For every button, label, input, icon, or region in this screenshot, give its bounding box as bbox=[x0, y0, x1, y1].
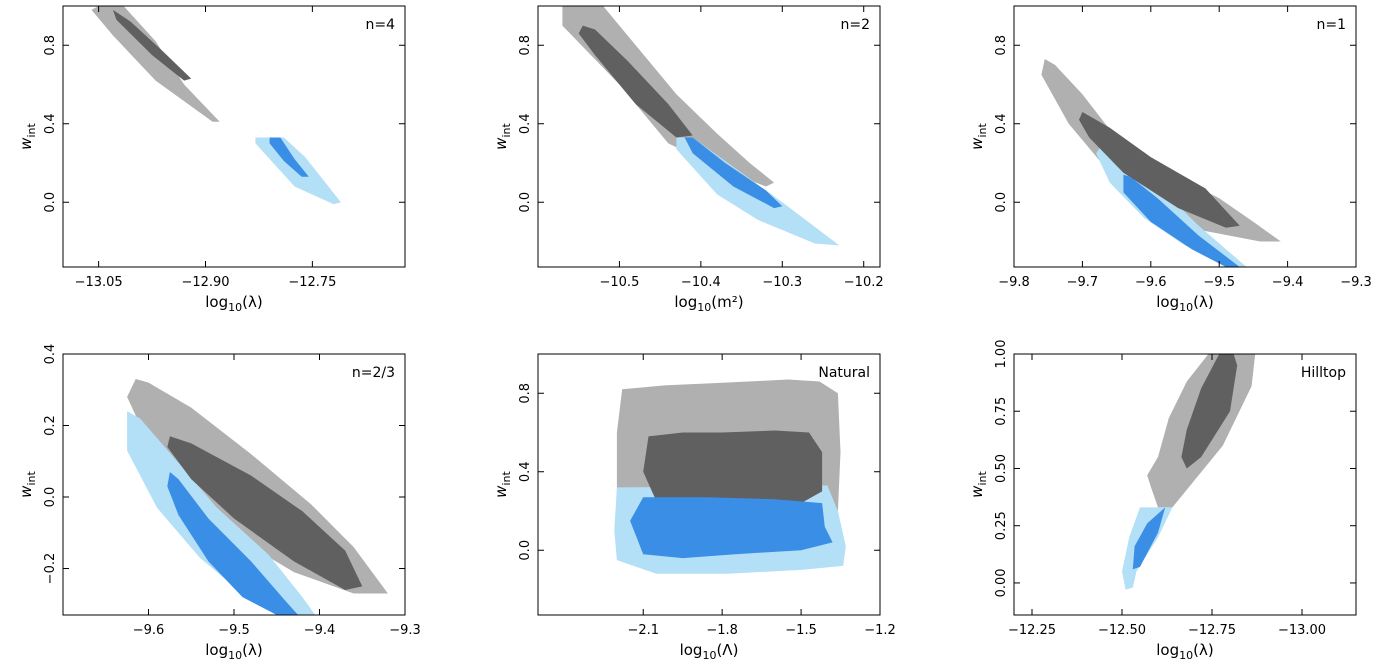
x-axis-label: log10(λ) bbox=[205, 641, 262, 662]
contour-inner-blue bbox=[167, 472, 299, 615]
contour-inner-blue bbox=[1123, 174, 1240, 267]
y-axis-label: wint bbox=[968, 471, 989, 498]
contour-inner-blue bbox=[269, 137, 309, 177]
x-tick-label: −10.5 bbox=[600, 275, 640, 290]
y-tick-label: −0.2 bbox=[43, 553, 58, 585]
contour-inner-gray bbox=[1181, 354, 1238, 469]
contour-inner-gray bbox=[578, 25, 693, 138]
y-tick-label: 0.0 bbox=[994, 192, 1009, 213]
x-axis-label: log10(λ) bbox=[205, 293, 262, 314]
contour-outer-gray bbox=[91, 6, 220, 122]
x-tick-label: −12.90 bbox=[181, 275, 229, 290]
contour-inner-gray bbox=[1079, 112, 1240, 228]
x-axis-label: log10(m²) bbox=[674, 293, 743, 314]
y-tick-label: 0.8 bbox=[518, 35, 533, 56]
x-tick-label: −2.1 bbox=[627, 623, 659, 638]
y-tick-label: 1.00 bbox=[994, 340, 1009, 369]
contour-regions bbox=[562, 6, 840, 246]
x-axis-label: log10(Λ) bbox=[680, 641, 739, 662]
y-tick-label: 0.75 bbox=[994, 397, 1009, 426]
x-tick-label: −12.50 bbox=[1098, 623, 1146, 638]
y-tick-label: 0.0 bbox=[518, 192, 533, 213]
panel-2: −10.5 −10.4 −10.3 −10.2 0.0 0.4 0.8 log10(m²) wi… bbox=[492, 5, 884, 314]
x-tick-label: −13.05 bbox=[75, 275, 123, 290]
y-tick-label: 0.0 bbox=[518, 540, 533, 561]
x-tick-label: −1.2 bbox=[864, 623, 896, 638]
x-tick-label: −9.6 bbox=[1135, 275, 1167, 290]
x-axis-label: log10(λ) bbox=[1156, 293, 1213, 314]
y-tick-label: 0.8 bbox=[43, 35, 58, 56]
x-tick-label: −12.75 bbox=[1188, 623, 1236, 638]
axes-frame bbox=[62, 5, 406, 268]
contour-inner-blue bbox=[684, 137, 783, 209]
axes-frame bbox=[537, 5, 881, 268]
y-tick-label: 0.25 bbox=[994, 511, 1009, 540]
x-tick-label: −9.7 bbox=[1067, 275, 1099, 290]
x-tick-label: −12.25 bbox=[1008, 623, 1056, 638]
contour-regions bbox=[614, 379, 846, 574]
y-axis-label: wint bbox=[17, 123, 38, 150]
panel-tag: Hilltop bbox=[1301, 365, 1346, 381]
x-tick-label: −1.5 bbox=[785, 623, 817, 638]
y-tick-label: 0.4 bbox=[43, 113, 58, 134]
y-tick-label: 0.4 bbox=[43, 344, 58, 365]
x-tick-label: −10.2 bbox=[844, 275, 884, 290]
contour-inner-blue bbox=[630, 497, 833, 559]
x-tick-label: −9.3 bbox=[1340, 275, 1372, 290]
contour-regions bbox=[1122, 354, 1256, 590]
y-axis-label: wint bbox=[492, 123, 513, 150]
x-tick-label: −9.4 bbox=[1272, 275, 1304, 290]
panel-6: −12.25 −12.50 −12.75 −13.00 0.00 0.25 0.50 0.75… bbox=[968, 340, 1357, 662]
contour-regions bbox=[127, 379, 388, 615]
panel-tag: n=1 bbox=[1316, 17, 1346, 33]
x-axis-label: log10(λ) bbox=[1156, 641, 1213, 662]
x-tick-label: −9.8 bbox=[998, 275, 1030, 290]
x-tick-label: −10.3 bbox=[762, 275, 802, 290]
y-tick-label: 0.4 bbox=[994, 113, 1009, 134]
contour-outer-blue bbox=[127, 411, 316, 615]
x-tick-label: −10.4 bbox=[681, 275, 721, 290]
y-tick-label: 0.00 bbox=[994, 568, 1009, 597]
y-tick-label: 0.8 bbox=[994, 35, 1009, 56]
x-tick-label: −13.00 bbox=[1278, 623, 1326, 638]
panel-1: −13.05 −12.90 −12.75 0.0 0.4 0.8 log10(λ) wint n… bbox=[17, 5, 406, 314]
y-tick-label: 0.0 bbox=[43, 192, 58, 213]
panel-tag: n=2 bbox=[840, 17, 870, 33]
y-tick-label: 0.2 bbox=[43, 415, 58, 436]
panel-3: −9.8 −9.7 −9.6 −9.5 −9.4 −9.3 0.0 0.4 0.8 log10(λ… bbox=[968, 5, 1372, 314]
contour-inner-blue bbox=[1132, 507, 1166, 570]
x-tick-label: −12.75 bbox=[288, 275, 336, 290]
contour-inner-gray bbox=[167, 436, 363, 590]
x-tick-label: −9.5 bbox=[218, 623, 250, 638]
axes-frame bbox=[1013, 353, 1357, 616]
contour-regions bbox=[1041, 59, 1281, 267]
contour-regions bbox=[91, 6, 341, 205]
x-tick-label: −9.5 bbox=[1203, 275, 1235, 290]
panel-tag: Natural bbox=[818, 365, 870, 381]
y-axis-label: wint bbox=[17, 471, 38, 498]
panel-4: −9.6 −9.5 −9.4 −9.3 −0.2 0.0 0.2 0.4 log10(λ) win… bbox=[17, 344, 421, 662]
y-tick-label: 0.4 bbox=[518, 461, 533, 482]
y-axis-label: wint bbox=[968, 123, 989, 150]
y-tick-label: 0.4 bbox=[518, 113, 533, 134]
y-tick-label: 0.8 bbox=[518, 383, 533, 404]
contour-inner-gray bbox=[643, 430, 823, 504]
x-tick-label: −9.6 bbox=[133, 623, 165, 638]
axes-frame bbox=[537, 353, 881, 616]
panel-5: −2.1 −1.8 −1.5 −1.2 0.0 0.4 0.8 log10(Λ) wint Nat… bbox=[492, 353, 896, 662]
x-tick-label: −9.4 bbox=[304, 623, 336, 638]
axes-frame bbox=[1013, 5, 1357, 268]
x-tick-label: −9.3 bbox=[389, 623, 421, 638]
y-tick-label: 0.50 bbox=[994, 454, 1009, 483]
contour-inner-gray bbox=[112, 9, 192, 81]
panel-tag: n=2/3 bbox=[352, 365, 395, 381]
panel-tag: n=4 bbox=[365, 17, 395, 33]
x-tick-label: −1.8 bbox=[706, 623, 738, 638]
y-axis-label: wint bbox=[492, 471, 513, 498]
y-tick-label: 0.0 bbox=[43, 487, 58, 508]
